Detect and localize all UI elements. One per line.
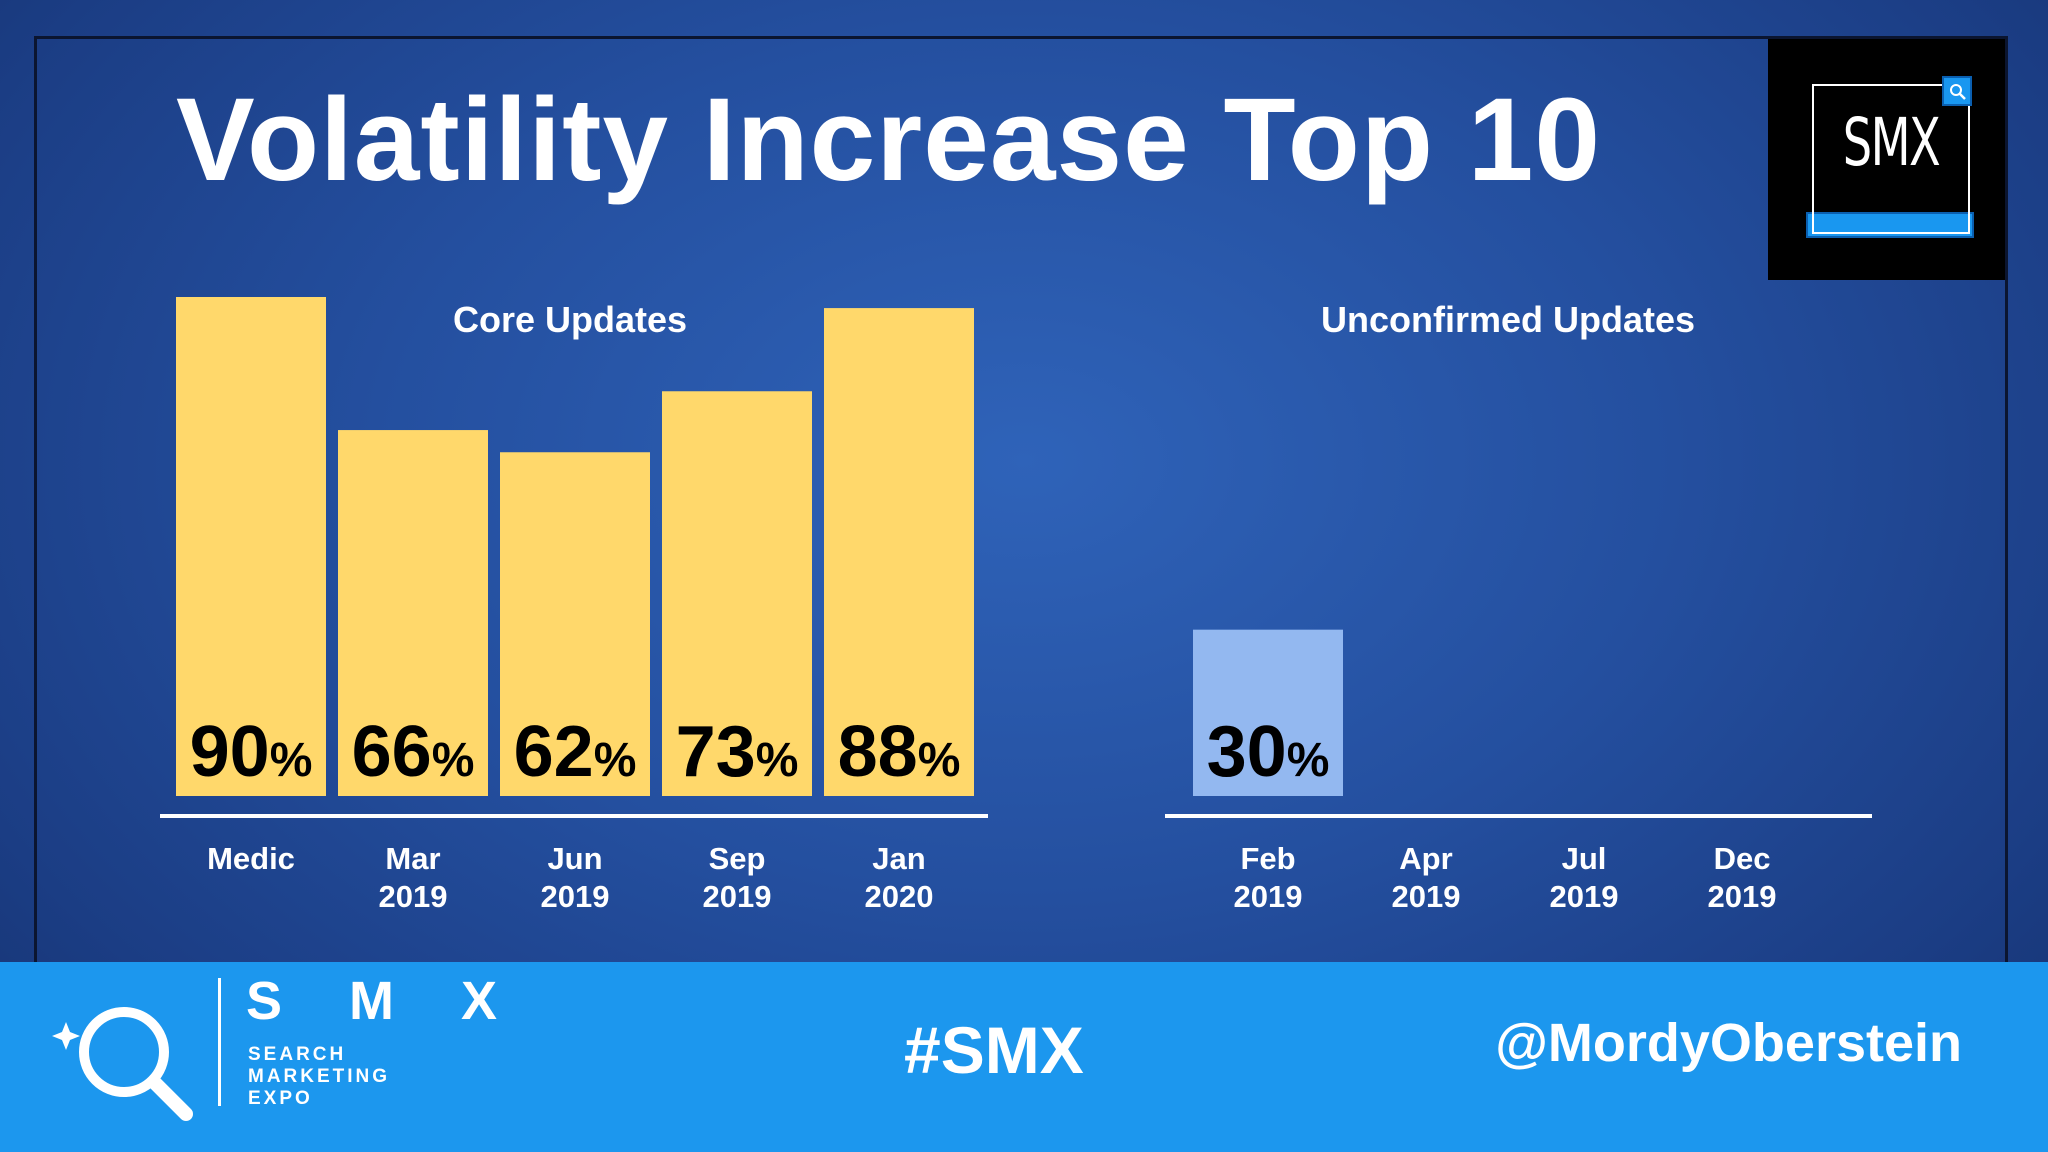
unconfirmed-tick-label-2-0: Jul (1562, 841, 1607, 876)
badge-frame (1812, 84, 1970, 234)
slide-title: Volatility Increase Top 10 (176, 74, 1602, 206)
core-value-label-3: 73% (676, 712, 799, 792)
badge-text: SMX (1842, 104, 1941, 181)
unconfirmed-tick-label-1-1: 2019 (1392, 879, 1461, 914)
logo-line-expo: EXPO (248, 1088, 313, 1109)
logo-line-marketing: MARKETING (248, 1066, 391, 1087)
logo-smx-text: S M X (246, 971, 524, 1031)
core-tick-label-0-0: Medic (207, 841, 295, 876)
core-value-label-4: 88% (838, 712, 961, 792)
unconfirmed-tick-label-0-0: Feb (1240, 841, 1295, 876)
unconfirmed-tick-label-1-0: Apr (1399, 841, 1452, 876)
core-value-label-2: 62% (514, 712, 637, 792)
core-tick-label-4-1: 2020 (865, 879, 934, 914)
core-value-label-0: 90% (190, 712, 313, 792)
core-tick-label-3-1: 2019 (703, 879, 772, 914)
core-bar-2 (500, 452, 650, 796)
unconfirmed-tick-label-3-1: 2019 (1708, 879, 1777, 914)
core-tick-label-2-0: Jun (547, 841, 602, 876)
core-bar-4 (824, 308, 974, 796)
core-chart-title: Core Updates (453, 299, 687, 340)
core-tick-label-3-0: Sep (709, 841, 766, 876)
badge-search-icon (1942, 76, 1972, 106)
core-bar-1 (338, 430, 488, 796)
twitter-handle: @MordyOberstein (1495, 1013, 1962, 1073)
unconfirmed-bar-0 (1193, 629, 1343, 796)
unconfirmed-tick-label-2-1: 2019 (1550, 879, 1619, 914)
logo-divider (218, 978, 221, 1106)
core-tick-label-2-1: 2019 (541, 879, 610, 914)
core-bar-0 (176, 297, 326, 796)
search-icon (52, 1007, 193, 1121)
unconfirmed-tick-label-0-1: 2019 (1234, 879, 1303, 914)
core-value-label-1: 66% (352, 712, 475, 792)
core-tick-label-1-1: 2019 (379, 879, 448, 914)
core-tick-label-4-0: Jan (872, 841, 925, 876)
unconfirmed-tick-label-3-0: Dec (1714, 841, 1771, 876)
footer-bar: S M X SEARCH MARKETING EXPO #SMX @MordyO… (0, 962, 2048, 1152)
core-tick-label-1-0: Mar (385, 841, 440, 876)
smx-badge: SMX (1768, 36, 2008, 280)
core-bar-3 (662, 391, 812, 796)
logo-line-search: SEARCH (248, 1044, 347, 1065)
unconfirmed-value-label-0: 30% (1207, 712, 1330, 792)
unconfirmed-chart-title: Unconfirmed Updates (1321, 299, 1695, 340)
hashtag: #SMX (904, 1013, 1084, 1087)
volatility-chart: Core Updates90%Medic66%Mar201962%Jun2019… (160, 297, 1872, 914)
